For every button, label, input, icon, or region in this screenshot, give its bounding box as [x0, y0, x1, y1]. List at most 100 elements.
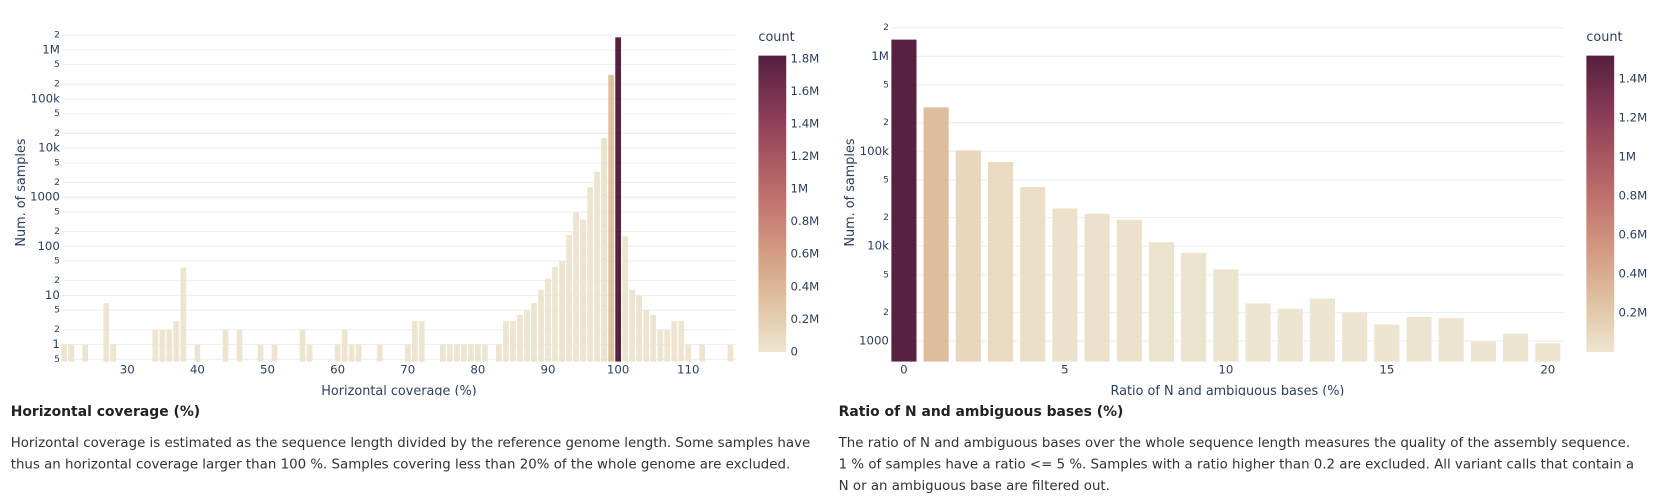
caption: Horizontal coverage (%) Horizontal cover…	[11, 402, 824, 475]
bar	[1503, 333, 1529, 362]
bar	[1020, 187, 1046, 362]
y-tick-label: 5	[54, 306, 60, 316]
x-tick-label: 70	[400, 363, 415, 377]
y-tick-label: 1	[52, 337, 59, 351]
y-tick-label: 1000	[859, 334, 889, 348]
colorbar-tick-label: 1.4M	[1618, 72, 1647, 86]
bar	[538, 289, 544, 362]
y-tick-label: 5	[54, 355, 60, 365]
x-tick-label: 110	[677, 363, 699, 377]
bar	[376, 344, 383, 362]
bar	[173, 321, 180, 362]
bar	[68, 344, 75, 362]
y-tick-label: 2	[883, 118, 889, 128]
bar	[271, 344, 278, 362]
x-tick-label: 50	[260, 363, 275, 377]
colorbar-tick-label: 0.8M	[791, 214, 820, 228]
bar	[152, 329, 159, 362]
colorbar-tick-label: 1.4M	[791, 117, 820, 131]
bar	[629, 289, 636, 362]
bar	[1052, 208, 1078, 362]
bar	[461, 344, 467, 362]
bar	[103, 303, 110, 362]
x-axis-title: Horizontal coverage (%)	[321, 384, 476, 396]
bar	[622, 236, 629, 362]
y-tick-label: 2	[54, 178, 60, 188]
bar	[587, 187, 593, 362]
caption-text: The ratio of N and ambiguous bases over …	[838, 434, 1635, 494]
bar	[180, 267, 187, 362]
bar	[650, 314, 657, 362]
y-tick-label: 5	[883, 270, 889, 280]
y-tick-label: 10	[45, 288, 60, 302]
bar	[923, 107, 949, 362]
bar	[601, 138, 607, 362]
bar	[566, 234, 572, 362]
y-tick-label: 10k	[38, 141, 60, 155]
y-tick-label: 100k	[860, 144, 889, 158]
x-tick-label: 60	[330, 363, 345, 377]
colorbar-tick-label: 0.6M	[1618, 227, 1647, 241]
caption-text: Horizontal coverage is estimated as the …	[10, 434, 811, 472]
y-tick-label: 2	[883, 23, 889, 33]
x-tick-label: 40	[190, 363, 205, 377]
bar	[594, 171, 600, 362]
bar	[159, 329, 166, 362]
bar	[1535, 343, 1561, 362]
bar	[664, 329, 671, 362]
y-tick-label: 5	[54, 60, 60, 70]
bar	[615, 37, 622, 362]
colorbar-tick-label: 1.6M	[791, 84, 820, 98]
bar	[678, 321, 685, 362]
y-tick-label: 2	[54, 276, 60, 286]
bar	[1374, 324, 1400, 362]
y-axis-title: Num. of samples	[843, 138, 858, 246]
bar	[524, 310, 530, 362]
bar	[404, 344, 411, 362]
colorbar-tick-label: 1M	[1618, 149, 1636, 163]
y-tick-label: 1000	[30, 190, 60, 204]
x-tick-label: 5	[1061, 363, 1068, 377]
y-tick-label: 2	[54, 129, 60, 139]
bar	[334, 344, 341, 362]
bar	[1116, 219, 1142, 362]
colorbar-title: count	[758, 30, 794, 45]
y-tick-label: 1M	[42, 42, 60, 56]
caption-title: Horizontal coverage (%)	[10, 404, 201, 421]
x-tick-label: 10	[1218, 363, 1233, 377]
colorbar	[1586, 55, 1615, 352]
y-tick-label: 5	[883, 80, 889, 90]
bar	[657, 329, 664, 362]
y-tick-label: 100k	[31, 91, 60, 105]
bar	[531, 303, 537, 362]
y-tick-label: 5	[883, 175, 889, 185]
x-tick-label: 100	[607, 363, 629, 377]
x-tick-label: 20	[1540, 363, 1555, 377]
bar	[468, 344, 474, 362]
bar	[510, 321, 516, 362]
bar	[727, 344, 734, 362]
x-tick-label: 15	[1379, 363, 1394, 377]
colorbar-tick-label: 1.8M	[791, 51, 820, 65]
bar	[1213, 269, 1239, 362]
bar	[636, 295, 643, 362]
bar	[194, 344, 201, 362]
bar	[685, 344, 692, 362]
colorbar-tick-label: 0.4M	[791, 279, 820, 293]
bar	[299, 329, 306, 362]
bar	[453, 344, 460, 362]
y-tick-label: 10k	[867, 239, 889, 253]
y-tick-label: 5	[54, 158, 60, 168]
bar	[1342, 312, 1368, 362]
y-axis-title: Num. of samples	[14, 138, 29, 246]
bar	[559, 261, 565, 362]
bar	[306, 344, 313, 362]
colorbar-tick-label: 0.2M	[791, 312, 820, 326]
bar	[580, 219, 586, 362]
bar	[573, 211, 579, 362]
x-tick-label: 30	[120, 363, 135, 377]
y-tick-label: 5	[54, 109, 60, 119]
colorbar-tick-label: 1.2M	[1618, 111, 1647, 125]
